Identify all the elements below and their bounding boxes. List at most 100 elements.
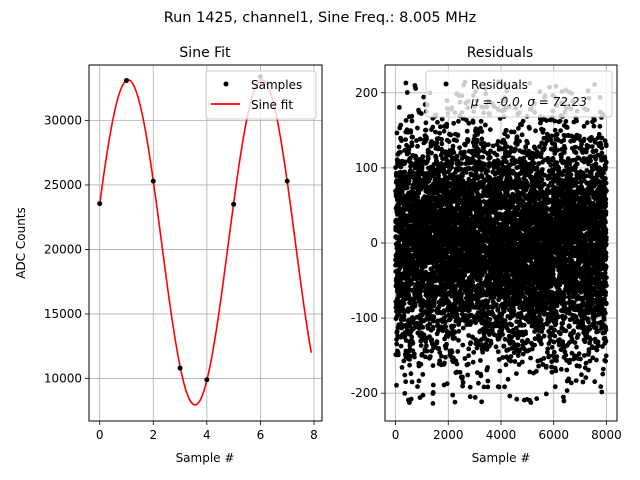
residual-point [402, 391, 408, 396]
residual-point [459, 161, 464, 167]
residual-point [487, 127, 493, 132]
residual-point [451, 150, 457, 156]
residual-point [465, 372, 471, 378]
residual-point [415, 125, 420, 131]
residual-point [508, 354, 514, 359]
residual-point [433, 129, 438, 135]
residual-point [486, 142, 491, 148]
residual-point [501, 344, 507, 349]
residual-point [424, 348, 430, 354]
residual-point [480, 154, 486, 160]
residual-point [507, 393, 513, 399]
residual-point [454, 153, 460, 159]
left-panel-title: Sine Fit [179, 45, 231, 61]
residual-point [512, 359, 518, 364]
residual-point [409, 118, 415, 124]
residual-point [405, 306, 411, 312]
residual-point [430, 324, 436, 330]
residual-point [401, 309, 407, 315]
residual-point [421, 94, 426, 100]
residual-point [515, 342, 521, 348]
residual-point [430, 363, 436, 368]
residuals-panel: Residuals 0 2000 4000 6000 8000-200-10001002… [351, 45, 622, 465]
residual-point [402, 169, 408, 175]
residual-point [495, 349, 501, 355]
residual-point [399, 138, 404, 144]
residual-point [493, 344, 499, 350]
residual-point [479, 136, 485, 142]
residual-point [503, 362, 509, 368]
residual-point [394, 341, 400, 347]
residual-point [418, 343, 424, 348]
residual-point [485, 384, 491, 390]
sample-point [97, 201, 103, 207]
residual-point [418, 294, 423, 299]
residual-point [467, 394, 473, 400]
residual-point [396, 144, 402, 150]
residual-point [424, 136, 429, 142]
residual-point [407, 362, 412, 368]
residual-point [431, 315, 437, 320]
residual-point [508, 145, 514, 151]
sample-point [177, 365, 183, 371]
residual-point [449, 349, 455, 355]
residual-point [472, 395, 478, 400]
residual-point [397, 312, 402, 318]
sample-point [204, 377, 210, 383]
residual-point [407, 323, 413, 329]
residual-point [442, 360, 447, 366]
residual-point [423, 269, 429, 275]
residual-point [409, 379, 415, 385]
figure-title: Run 1425, channel1, Sine Freq.: 8.005 MH… [164, 10, 477, 26]
left-xtick-label-4: 8 [310, 428, 318, 442]
residual-point [424, 343, 429, 349]
residual-point [457, 369, 463, 375]
residual-point [511, 129, 517, 135]
residual-point [429, 150, 434, 156]
residual-point [423, 354, 428, 360]
residual-point [451, 120, 457, 126]
residual-point [502, 384, 507, 390]
residual-point [437, 350, 443, 355]
residual-point [470, 359, 476, 365]
residual-point [517, 138, 522, 144]
residual-point [430, 401, 436, 406]
residual-point [478, 118, 484, 124]
left-ytick-label-3: 25000 [44, 178, 82, 192]
residual-point [460, 374, 465, 380]
residual-point [439, 137, 444, 142]
residual-point [462, 273, 468, 278]
residual-point [485, 365, 490, 370]
residual-point [410, 134, 415, 140]
residual-point [423, 120, 429, 126]
residual-point [466, 120, 472, 126]
residual-point [418, 111, 424, 116]
residual-point [514, 396, 520, 402]
sample-point [231, 201, 237, 207]
residual-point [423, 339, 429, 344]
residual-point [412, 354, 417, 360]
residual-point [401, 358, 407, 364]
residual-point [471, 349, 477, 355]
residual-point [487, 317, 493, 323]
residual-point [403, 332, 408, 338]
residual-point [399, 325, 404, 331]
residual-point [410, 320, 416, 325]
residual-point [403, 338, 409, 343]
residual-point [429, 337, 435, 343]
residual-point [470, 120, 476, 125]
residual-point [404, 90, 410, 95]
residual-point [464, 128, 470, 134]
left-ytick-label-4: 30000 [44, 113, 82, 127]
residual-point [394, 382, 399, 388]
residual-point [521, 322, 527, 328]
residual-point [520, 118, 526, 124]
residual-point [454, 361, 460, 367]
residual-point [474, 137, 480, 143]
residual-point [497, 368, 503, 374]
residual-point [394, 329, 400, 334]
residual-point [455, 349, 461, 354]
residual-point [432, 271, 438, 277]
residual-point [468, 340, 474, 345]
residual-point [479, 129, 485, 135]
